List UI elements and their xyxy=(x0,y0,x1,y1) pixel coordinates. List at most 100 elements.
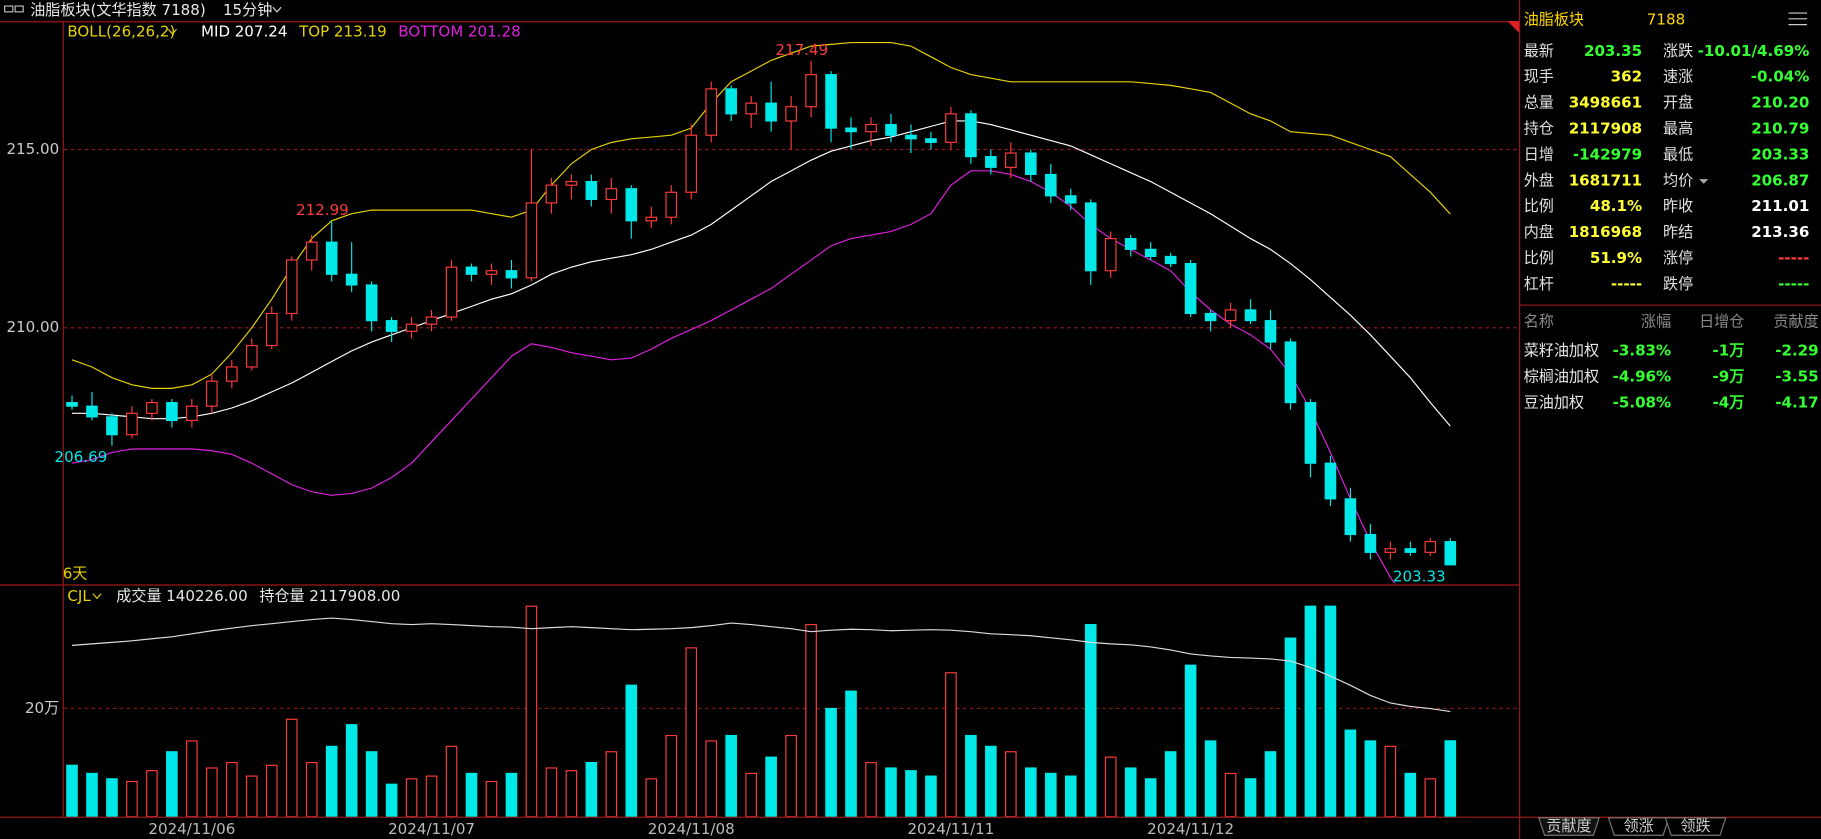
volume-bar xyxy=(305,761,318,817)
volume-bar xyxy=(625,684,638,817)
volume-bar xyxy=(825,707,837,817)
candle-body xyxy=(1304,402,1317,464)
candle-body xyxy=(945,113,957,143)
candle-body xyxy=(1124,238,1137,250)
quote-label: 昨结 xyxy=(1663,223,1693,241)
candle-body xyxy=(705,88,718,136)
x-tick-label: 2024/11/12 xyxy=(1147,820,1234,838)
quote-value: 2117908 xyxy=(1569,120,1642,138)
candle-body xyxy=(1204,312,1217,322)
volume-bar xyxy=(765,756,777,817)
tab-label[interactable]: 领涨 xyxy=(1624,817,1654,835)
candle-body xyxy=(485,270,498,275)
quote-value: 203.33 xyxy=(1751,145,1809,163)
candle-body xyxy=(865,123,877,133)
candle-body xyxy=(186,405,198,422)
candle-body xyxy=(1224,309,1237,322)
volume-bar xyxy=(665,734,678,817)
quote-value: 210.20 xyxy=(1751,94,1809,112)
candle-body xyxy=(146,402,158,414)
quote-label: 持仓 xyxy=(1524,120,1554,138)
candle-body xyxy=(1064,195,1077,204)
volume-bar xyxy=(345,724,358,817)
quote-label: 比例 xyxy=(1524,249,1554,267)
tab[interactable] xyxy=(1664,817,1727,836)
legend-value: 213.19 xyxy=(334,22,387,40)
quote-value: 1681711 xyxy=(1569,171,1642,189)
volume-bar xyxy=(585,761,598,817)
tab-label[interactable]: 领跌 xyxy=(1680,817,1710,835)
candle-body xyxy=(725,88,737,115)
quote-label: 昨收 xyxy=(1663,197,1693,215)
window-icon xyxy=(4,5,24,13)
tab-label[interactable]: 贡献度 xyxy=(1546,817,1591,835)
cell-value: -1万 xyxy=(1713,341,1745,359)
quote-label: 最低 xyxy=(1663,145,1693,163)
candle-body xyxy=(665,191,678,218)
candle-body xyxy=(885,123,897,136)
volume-bar xyxy=(685,647,698,817)
candle-body xyxy=(565,180,578,186)
candle-body xyxy=(1424,541,1437,553)
dropdown-arrow[interactable] xyxy=(1699,179,1709,184)
indicator-chevron[interactable] xyxy=(167,28,177,35)
volume-bar xyxy=(1064,775,1077,817)
volume-bar xyxy=(545,767,558,817)
menu-icon[interactable] xyxy=(1788,12,1808,26)
volume-bar xyxy=(885,767,897,817)
candle-body xyxy=(1244,309,1257,322)
quote-label: 外盘 xyxy=(1524,171,1554,189)
candle-body xyxy=(225,366,238,382)
candle-body xyxy=(265,312,278,347)
tab[interactable] xyxy=(1607,817,1670,836)
volume-bar xyxy=(705,740,718,817)
volume-bar xyxy=(1244,778,1257,817)
candle-body xyxy=(245,344,258,368)
price-legend: BOLL(26,26,2) MID 207.24 TOP 213.19 BOTTOM 201… xyxy=(67,22,520,40)
extreme-label: 206.69 xyxy=(55,448,108,466)
column-header: 贡献度 xyxy=(1773,312,1818,330)
candle-body xyxy=(1044,173,1057,197)
candle-body xyxy=(745,102,757,115)
candle-body xyxy=(445,266,458,318)
quote-code: 7188 xyxy=(1647,10,1685,28)
quote-label: 现手 xyxy=(1524,68,1554,86)
volume-bar xyxy=(1124,767,1137,817)
legend-value: 2117908.00 xyxy=(309,587,400,605)
candle-body xyxy=(1084,202,1097,272)
volume-bar xyxy=(465,772,478,817)
volume-bar xyxy=(525,605,538,817)
volume-bar xyxy=(1364,740,1377,817)
quote-label: 杠杆 xyxy=(1524,275,1554,293)
volume-bar xyxy=(1404,772,1417,817)
volume-bar xyxy=(1444,740,1457,817)
candle-body xyxy=(1104,238,1117,272)
volume-legend: CJL 成交量 140226.00 持仓量 2117908.00 xyxy=(67,587,400,605)
x-tick-label: 2024/11/11 xyxy=(907,820,994,838)
candle-body xyxy=(1264,320,1277,343)
indicator-name[interactable]: CJL xyxy=(67,587,91,605)
tab[interactable] xyxy=(1537,817,1600,836)
quote-value: 203.35 xyxy=(1584,42,1642,60)
legend-value: 140226.00 xyxy=(166,587,248,605)
period-chevron[interactable] xyxy=(272,6,282,13)
boll-mid xyxy=(72,120,1451,427)
candle-body xyxy=(905,134,917,140)
cell-value: -2.29 xyxy=(1775,341,1818,359)
legend-name: BOTTOM xyxy=(398,22,463,40)
quote-label: 比例 xyxy=(1524,197,1554,215)
volume-bar xyxy=(1424,778,1437,817)
period-selector[interactable]: 15分钟 xyxy=(223,1,272,19)
quote-label: 涨跌 xyxy=(1663,42,1693,60)
volume-bar xyxy=(965,734,977,817)
candle-body xyxy=(166,402,178,422)
indicator-chevron[interactable] xyxy=(92,593,102,600)
candle-body xyxy=(845,127,857,133)
volume-bar xyxy=(845,690,857,817)
volume-bar xyxy=(365,751,378,817)
indicator-name[interactable]: BOLL(26,26,2) xyxy=(67,22,175,40)
price-plot xyxy=(66,41,1457,584)
candle-body xyxy=(385,320,398,332)
